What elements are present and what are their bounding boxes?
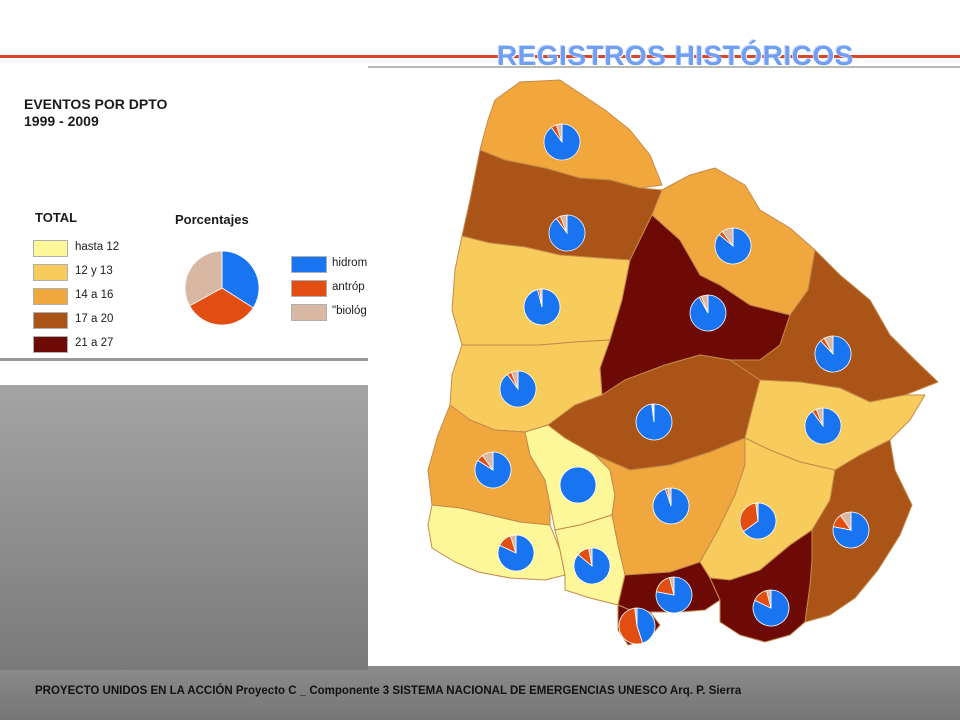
pie-rivera-slice-3: [721, 227, 734, 248]
pie-montevideo-slice-3: [634, 607, 638, 627]
grey-gradient-block: [0, 385, 368, 670]
pie-durazno-slice-3: [652, 403, 655, 423]
pie-artigas-slice-3: [555, 123, 563, 143]
legend-swatch: [33, 336, 68, 353]
map-bottom-rule: [368, 666, 960, 670]
pie-cerro-largo: [814, 335, 852, 373]
pie-maldonado: [752, 589, 790, 627]
pie-cerro-largo-slice-3: [823, 335, 834, 355]
pie-san-jose-slice-3: [588, 547, 593, 567]
pie-canelones-slice-3: [669, 576, 675, 596]
pie-salto-slice-3: [559, 214, 568, 234]
pie-salto: [548, 214, 586, 252]
map-heading-line1: EVENTOS POR DPTO: [24, 96, 168, 112]
category-swatch: [291, 256, 327, 273]
pie-canelones: [655, 576, 693, 614]
pie-san-jose: [573, 547, 611, 585]
legend-class-label: hasta 12: [75, 241, 120, 253]
slide-title: REGISTROS HISTÓRICOS: [497, 40, 854, 71]
pie-tacuarembo: [689, 294, 727, 332]
pie-treinta-y-tres-slice-3: [815, 407, 824, 427]
pie-montevideo-slice-1: [636, 607, 656, 644]
pie-soriano: [474, 451, 512, 489]
category-label: antróp: [332, 281, 365, 293]
category-swatch: [291, 304, 327, 321]
pie-paysandu-slice-3: [539, 288, 543, 308]
pie-lavalleja-slice-3: [755, 502, 759, 522]
legend-swatch: [33, 264, 68, 281]
header-band: [0, 0, 960, 56]
pie-rocha: [832, 511, 870, 549]
pie-tacuarembo-slice-3: [700, 294, 709, 314]
legend-swatch: [33, 240, 68, 257]
footer-bar: [0, 670, 960, 720]
pie-treinta-y-tres: [804, 407, 842, 445]
category-swatch: [291, 280, 327, 297]
legend-class-label: 17 a 20: [75, 313, 114, 325]
legend-class-label: 12 y 13: [75, 265, 113, 277]
footer-credits: PROYECTO UNIDOS EN LA ACCIÓN Proyecto C …: [35, 685, 742, 697]
pie-florida: [652, 487, 690, 525]
pie-rio-negro: [499, 370, 537, 408]
category-label: "biológ: [332, 305, 367, 317]
legend-class-label: 21 a 27: [75, 337, 114, 349]
category-legend: hidrom antróp "biológ: [291, 250, 368, 330]
percent-legend-title: Porcentajes: [175, 212, 249, 227]
header-grey-rule: [368, 66, 960, 68]
department-map: [427, 79, 939, 646]
map-heading: EVENTOS POR DPTO 1999 - 2009: [24, 96, 167, 130]
legend-pie-slice-3: [184, 250, 223, 307]
pie-rivera: [714, 227, 752, 265]
legend-swatch: [33, 288, 68, 305]
pie-flores: [559, 466, 597, 504]
legend-class-label: 14 a 16: [75, 289, 114, 301]
pie-soriano-slice-3: [481, 451, 494, 472]
pie-paysandu: [523, 288, 561, 326]
pie-colonia-slice-3: [509, 534, 517, 554]
pie-artigas: [543, 123, 581, 161]
pie-florida-slice-3: [667, 487, 672, 507]
pie-rocha-slice-3: [839, 511, 852, 532]
pie-lavalleja-slice-1: [742, 502, 777, 540]
pie-montevideo: [618, 607, 656, 645]
pie-montevideo-slice-2: [618, 607, 644, 645]
pie-maldonado-slice-3: [766, 589, 772, 609]
pie-colonia: [497, 534, 535, 572]
map-heading-line2: 1999 - 2009: [24, 113, 99, 129]
pie-rio-negro-slice-3: [510, 370, 519, 390]
legend-panel-rule: [0, 358, 368, 361]
pie-flores-slice-1: [559, 466, 597, 504]
pie-lavalleja-slice-2: [739, 502, 759, 533]
pie-durazno: [635, 403, 673, 441]
category-label: hidrom: [332, 257, 368, 269]
total-legend-title: TOTAL: [35, 210, 78, 225]
pie-lavalleja: [739, 502, 777, 540]
legend-swatch: [33, 312, 68, 329]
legend-example-pie: [184, 250, 260, 326]
header-red-rule: [0, 55, 960, 58]
